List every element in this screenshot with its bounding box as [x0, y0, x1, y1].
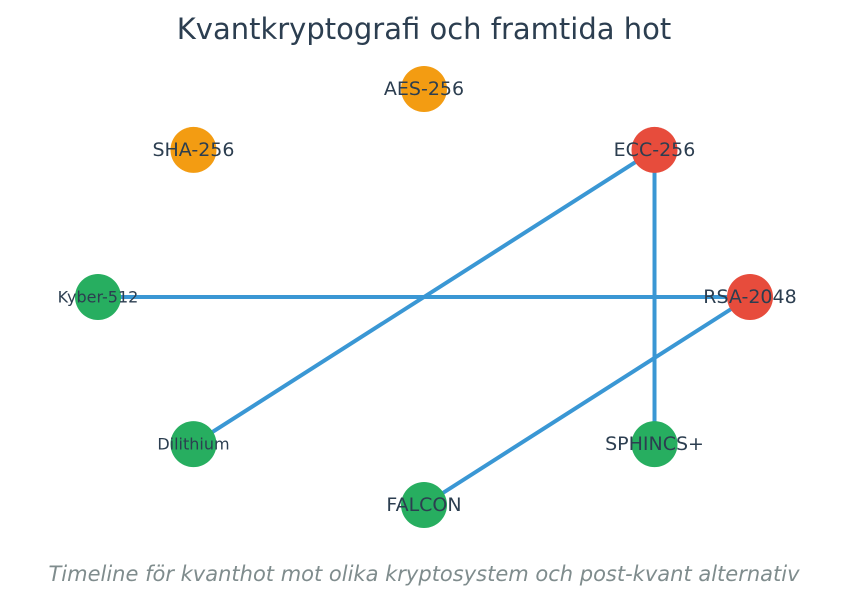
node-circle-kyber [75, 274, 121, 320]
node-circle-ecc [631, 126, 678, 173]
diagram-subtitle: Timeline för kvanthot mot olika kryptosy… [48, 562, 800, 586]
node-label-rsa: RSA-2048 [703, 286, 796, 308]
node-sphincs[interactable]: SPHINCS+ [605, 421, 704, 468]
diagram-title: Kvantkryptografi och framtida hot [176, 12, 672, 46]
node-sha[interactable]: SHA-256 [152, 126, 235, 173]
node-label-aes: AES-256 [384, 78, 464, 100]
node-ecc[interactable]: ECC-256 [614, 126, 696, 173]
node-circle-dilithium [170, 421, 217, 468]
edge-rsa-falcon [422, 295, 752, 507]
edge-layer [96, 147, 752, 507]
node-label-ecc: ECC-256 [614, 139, 696, 161]
node-label-kyber: Kyber-512 [58, 288, 139, 307]
node-circle-falcon [401, 482, 447, 528]
node-circle-rsa [727, 274, 773, 320]
node-label-dilithium: Dilithium [157, 435, 229, 454]
node-kyber[interactable]: Kyber-512 [58, 274, 139, 320]
node-circle-aes [401, 66, 447, 112]
node-layer: AES-256 ECC-256 RSA-2048 SPHINCS+ FALCON Dili… [58, 66, 797, 528]
edge-ecc-dilithium [191, 147, 657, 447]
node-label-sphincs: SPHINCS+ [605, 433, 704, 455]
node-rsa[interactable]: RSA-2048 [703, 274, 797, 320]
node-circle-sphincs [631, 421, 678, 468]
node-aes[interactable]: AES-256 [384, 66, 464, 112]
node-circle-sha [170, 126, 217, 173]
node-falcon[interactable]: FALCON [386, 482, 462, 528]
node-label-falcon: FALCON [386, 494, 461, 516]
node-dilithium[interactable]: Dilithium [157, 421, 230, 468]
node-label-sha: SHA-256 [152, 139, 234, 161]
